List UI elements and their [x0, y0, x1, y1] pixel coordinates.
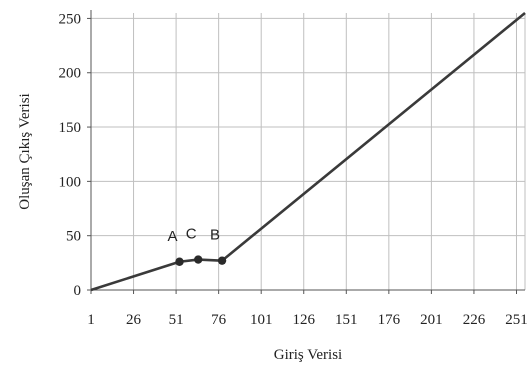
marker-label-c: C [186, 226, 197, 243]
x-tick-label: 251 [505, 312, 528, 328]
y-tick-label: 0 [74, 283, 82, 299]
marker-label-a: A [167, 228, 177, 245]
x-tick-label: 101 [250, 312, 273, 328]
x-tick-label: 126 [292, 312, 315, 328]
marker-point-c [194, 255, 203, 264]
x-tick-label: 51 [169, 312, 184, 328]
x-tick-label: 176 [378, 312, 401, 328]
y-axis-title: Oluşan Çıkış Verisi [17, 93, 33, 209]
tick-labels: 1 26 51 76 101 126 151 176 201 226 251050100150200… [59, 11, 528, 328]
x-tick-label: 226 [463, 312, 486, 328]
marker-point-b [217, 256, 227, 265]
x-tick-label: 151 [335, 312, 358, 328]
y-tick-label: 150 [59, 120, 82, 136]
x-axis-title: Giriş Verisi [274, 347, 342, 363]
y-tick-label: 100 [59, 174, 82, 190]
x-tick-label: 76 [211, 312, 227, 328]
marker-point-a [175, 257, 184, 266]
y-tick-label: 50 [66, 229, 81, 245]
x-tick-label: 1 [87, 312, 95, 328]
axes [87, 10, 525, 294]
y-tick-label: 200 [59, 66, 82, 82]
y-tick-label: 250 [59, 11, 82, 27]
x-tick-label: 26 [126, 312, 142, 328]
grid-lines [91, 13, 526, 290]
series-line [90, 11, 526, 292]
x-tick-label: 201 [420, 312, 443, 328]
marker-label-b: B [210, 227, 220, 244]
